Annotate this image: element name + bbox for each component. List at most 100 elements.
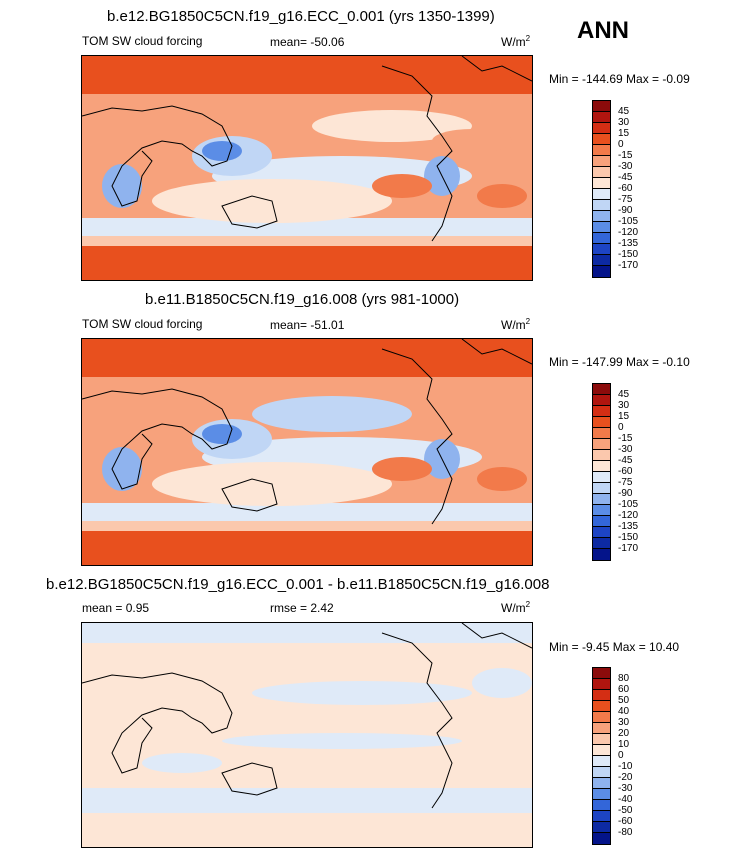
panel3-cbar-label: -20	[618, 772, 633, 783]
panel3-cbar-label: -50	[618, 805, 633, 816]
panel2-cbar-label: -135	[618, 521, 639, 532]
panel1-cbar-label: -60	[618, 183, 633, 194]
panel1-africa	[102, 164, 142, 208]
panel1-npac	[312, 110, 472, 142]
panel1-south-mid	[82, 236, 532, 246]
panel2-colorbar: 45 30 15 0 -15 -30 -45 -60 -75 -90 -105 …	[592, 383, 638, 561]
panel1-cbar-label: -170	[618, 260, 639, 271]
panel3-cbar-label: -10	[618, 761, 633, 772]
panel1-title: b.e12.BG1850C5CN.f19_g16.ECC_0.001 (yrs …	[107, 8, 495, 25]
panel2-coastlines	[82, 339, 532, 525]
panel1-cbar-label: 15	[618, 128, 630, 139]
panel1-coast-americas	[381, 65, 453, 242]
panel3-cbar-label: -30	[618, 783, 633, 794]
panel3-cbar-swatch-15	[592, 832, 611, 845]
panel1-cbar-label: 45	[618, 106, 630, 117]
panel2-south-mid	[82, 521, 532, 531]
panel2-cbar-label: 15	[618, 411, 630, 422]
panel2-north-band	[82, 339, 532, 377]
panel3-south-band	[82, 788, 532, 813]
panel1-cbar-label: -45	[618, 172, 633, 183]
panel2-south-low	[82, 503, 532, 521]
panel2-coast-australia	[221, 478, 278, 512]
panel1-map	[81, 55, 533, 281]
panel3-title: b.e12.BG1850C5CN.f19_g16.ECC_0.001 - b.e…	[46, 576, 550, 593]
panel2-minmax: Min = -147.99 Max = -0.10	[549, 355, 690, 369]
panel2-map	[81, 338, 533, 566]
panel3-coast-arctic	[461, 623, 532, 649]
panel2-cbar-label: 0	[618, 422, 624, 433]
panel1-cbar-label: -150	[618, 249, 639, 260]
panel3-minmax: Min = -9.45 Max = 10.40	[549, 640, 680, 654]
panel1-cbar-label: 0	[618, 139, 624, 150]
panel2-warmpool-core	[202, 424, 242, 444]
panel1-mean-label: mean= -50.06	[270, 35, 345, 49]
panel1-map-svg	[82, 56, 532, 280]
panel2-cbar-label: -45	[618, 455, 633, 466]
panel3-cbar-label: -40	[618, 794, 633, 805]
panel2-cbar-label: -150	[618, 532, 639, 543]
panel2-coast-americas	[381, 348, 453, 525]
panel1-coastlines	[82, 56, 532, 242]
panel1-cbar-label: -75	[618, 194, 633, 205]
panel2-cbar-label: 30	[618, 400, 630, 411]
panel3-map	[81, 622, 533, 848]
panel3-coastlines	[82, 623, 532, 809]
panel3-coast-australia	[221, 762, 278, 796]
panel1-variable-label: TOM SW cloud forcing	[82, 34, 203, 48]
panel3-cbar-label: -60	[618, 816, 633, 827]
panel2-sepac	[372, 457, 432, 481]
panel3-cbar-label: 60	[618, 684, 630, 695]
season-label: ANN	[577, 17, 629, 44]
panel2-cbar-swatch-15	[592, 548, 611, 561]
panel2-cbar-label: -60	[618, 466, 633, 477]
panel3-cbar-label: 30	[618, 717, 630, 728]
panel2-coast-arctic	[461, 339, 532, 365]
panel2-cbar-label: -105	[618, 499, 639, 510]
panel1-coast-australia	[221, 195, 278, 229]
panel2-cbar-label: -75	[618, 477, 633, 488]
panel3-cbar-label: 20	[618, 728, 630, 739]
panel2-satl	[477, 467, 527, 491]
panel3-cbar-label: 50	[618, 695, 630, 706]
panel1-cbar-label: -30	[618, 161, 633, 172]
panel2-cbar-label: 45	[618, 389, 630, 400]
panel2-cbar-label: -120	[618, 510, 639, 521]
panel1-cbar-label: -90	[618, 205, 633, 216]
panel1-minmax: Min = -144.69 Max = -0.09	[549, 72, 690, 86]
panel1-cbar-label: -15	[618, 150, 633, 161]
panel1-units: W/m2	[501, 34, 531, 49]
panel3-cbar-label: 80	[618, 673, 630, 684]
panel3-cbar-label: 0	[618, 750, 624, 761]
panel2-south-band	[82, 531, 532, 565]
panel3-rmse-label: rmse = 2.42	[270, 601, 334, 615]
panel2-cbar-label: -30	[618, 444, 633, 455]
panel2-variable-label: TOM SW cloud forcing	[82, 317, 203, 331]
panel1-south-low	[82, 218, 532, 236]
panel2-coast-eurasia-africa	[82, 388, 233, 490]
panel1-warmpool-core	[202, 141, 242, 161]
panel3-north-band	[82, 623, 532, 643]
panel3-coast-americas	[381, 632, 453, 809]
panel1-colorbar: 45 30 15 0 -15 -30 -45 -60 -75 -90 -105 …	[592, 100, 638, 278]
panel2-title: b.e11.B1850C5CN.f19_g16.008 (yrs 981-100…	[145, 291, 460, 308]
panel3-colorbar: 80 60 50 40 30 20 10 0 -10 -20 -30 -40 -…	[592, 667, 632, 845]
panel3-npac	[252, 681, 472, 705]
panel3-natl	[472, 668, 532, 698]
panel1-satl	[477, 184, 527, 208]
panel2-africa	[102, 447, 142, 491]
panel2-mean-label: mean= -51.01	[270, 318, 345, 332]
panel3-map-svg	[82, 623, 532, 847]
panel1-cbar-label: -105	[618, 216, 639, 227]
panel2-cbar-label: -170	[618, 543, 639, 554]
panel3-indian	[142, 753, 222, 773]
panel1-natl	[432, 129, 512, 153]
panel3-units: W/m2	[501, 600, 531, 615]
panel3-eq	[222, 733, 462, 749]
panel1-coast-eurasia-africa	[82, 105, 233, 207]
panel1-sepac	[372, 174, 432, 198]
panel3-cbar-label: 40	[618, 706, 630, 717]
panel2-cbar-label: -90	[618, 488, 633, 499]
panel1-north-band	[82, 56, 532, 94]
panel3-mean-label: mean = 0.95	[82, 601, 150, 615]
